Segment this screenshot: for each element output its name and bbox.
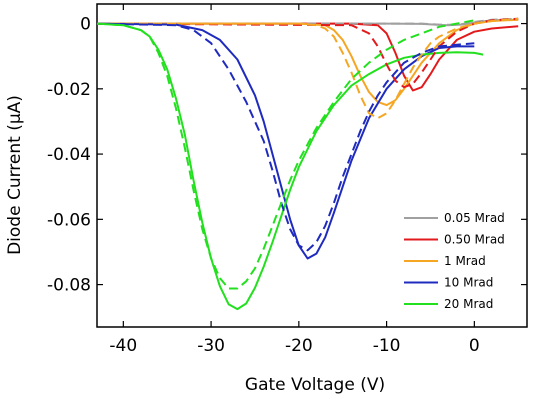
x-tick-label: -10 [373,336,401,356]
solid-series-line-20-mrad [96,22,484,311]
x-axis: -40 -30 -20 -10 0 [109,4,480,356]
legend: 0.05 Mrad 0.50 Mrad 1 Mrad 10 Mrad 20 Mrad [404,211,505,311]
solid-series-line-0-50-mrad [97,22,519,92]
x-axis-title: Gate Voltage (V) [245,375,385,395]
solid-series-line-10-mrad [96,22,475,260]
legend-entry: 10 Mrad [444,276,493,290]
dashed-series-line-fit [96,19,475,290]
y-tick-label: -0.02 [47,80,91,100]
x-tick-label: -30 [197,336,225,356]
dashed-series-line-fit [96,22,475,252]
legend-entry: 1 Mrad [444,254,486,268]
y-axis: 0 -0.02 -0.04 -0.06 -0.08 [47,15,527,296]
solid-series-line-1-mrad [97,18,519,107]
plot-area [96,3,528,328]
dashed-series-line-fit [97,17,519,120]
y-tick-label: -0.04 [47,145,91,165]
x-tick-label: 0 [469,336,480,356]
y-tick-label: -0.08 [47,276,91,296]
y-tick-label: -0.06 [47,210,91,230]
x-tick-label: -20 [285,336,313,356]
legend-entry: 0.50 Mrad [444,233,505,247]
legend-entry: 20 Mrad [444,297,493,311]
plot-border [96,3,528,328]
x-tick-label: -40 [109,336,137,356]
legend-entry: 0.05 Mrad [444,211,505,225]
y-axis-title: Diode Current (μA) [5,95,25,255]
y-tick-label: 0 [80,15,91,35]
series-layer [96,17,519,311]
